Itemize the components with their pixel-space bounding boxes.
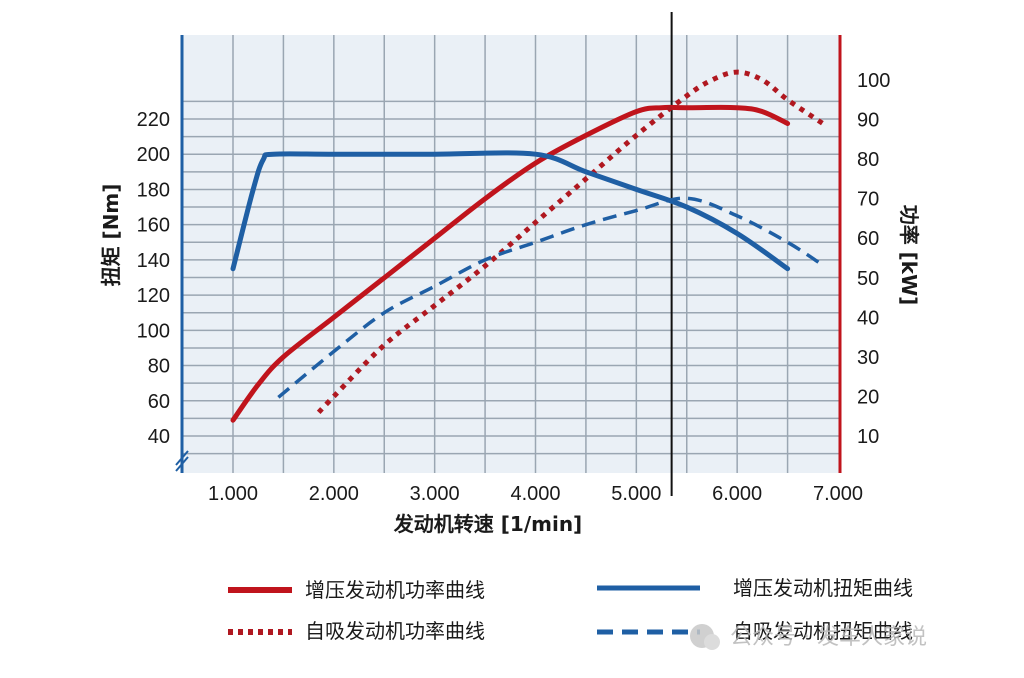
x-tick-label: 4.000 <box>510 483 560 505</box>
series-group <box>230 69 825 423</box>
y-left-tick-label: 200 <box>137 144 170 166</box>
y-right-tick-label: 80 <box>857 149 879 171</box>
y-right-tick-label: 50 <box>857 268 879 290</box>
series-line-0 <box>230 104 791 423</box>
y-left-tick-label: 140 <box>137 250 170 272</box>
y-left-tick-label: 40 <box>148 426 170 448</box>
y-left-tick-label: 180 <box>137 179 170 201</box>
y-right-axis-title: 功率 [kW] <box>897 205 921 306</box>
series-line-1 <box>316 69 825 414</box>
legend-label-turbo-power: 增压发动机功率曲线 <box>305 578 485 602</box>
legend: 增压发动机功率曲线 自吸发动机功率曲线 增压发动机扭矩曲线 自吸发动机扭矩曲线 <box>228 576 913 643</box>
axis-break-mark <box>175 456 189 472</box>
y-right-tick-label: 60 <box>857 228 879 250</box>
y-left-tick-label: 60 <box>148 391 170 413</box>
y-right-tick-label: 70 <box>857 189 879 211</box>
y-left-tick-label: 100 <box>137 320 170 342</box>
wechat-icon-bubble <box>704 634 720 650</box>
x-tick-label: 1.000 <box>208 483 258 505</box>
x-axis-title: 发动机转速 [1/min] <box>393 512 582 536</box>
x-tick-label: 3.000 <box>410 483 460 505</box>
axis-break-mark <box>175 450 189 466</box>
y-right-tick-label: 40 <box>857 307 879 329</box>
y-right-tick-label: 100 <box>857 70 890 92</box>
legend-label-na-torque: 自吸发动机扭矩曲线 <box>733 619 913 643</box>
x-tick-label: 2.000 <box>309 483 359 505</box>
watermark-text: 公众号 · 发车人家说 <box>730 625 927 650</box>
y-right-tick-label: 30 <box>857 347 879 369</box>
x-tick-label: 5.000 <box>611 483 661 505</box>
axes <box>175 35 842 473</box>
tick-labels: 1.000 2.000 3.000 4.000 5.000 6.000 7.000 40 60 8… <box>137 70 891 505</box>
series-line-2 <box>230 150 791 272</box>
y-left-axis-title: 扭矩 [Nm] <box>99 184 123 287</box>
y-right-tick-label: 20 <box>857 386 879 408</box>
y-right-tick-label: 90 <box>857 110 879 132</box>
y-left-tick-label: 120 <box>137 285 170 307</box>
legend-label-na-power: 自吸发动机功率曲线 <box>305 619 485 643</box>
grid <box>181 35 840 473</box>
y-right-tick-label: 10 <box>857 426 879 448</box>
legend-label-turbo-torque: 增压发动机扭矩曲线 <box>733 576 913 600</box>
series-line-3 <box>277 196 824 399</box>
x-tick-label: 7.000 <box>813 483 863 505</box>
y-left-tick-label: 80 <box>148 356 170 378</box>
x-tick-label: 6.000 <box>712 483 762 505</box>
watermark: 公众号 · 发车人家说 <box>690 624 927 650</box>
y-left-tick-label: 220 <box>137 109 170 131</box>
y-left-tick-label: 160 <box>137 215 170 237</box>
